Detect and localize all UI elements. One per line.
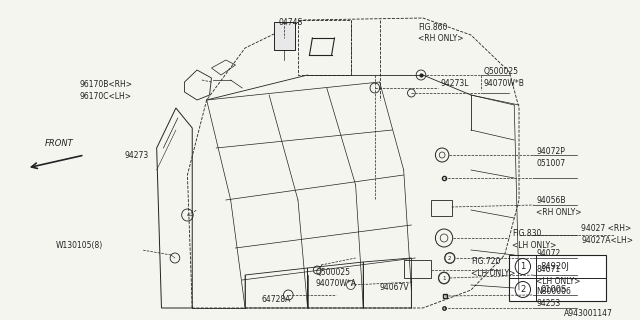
Text: FRONT: FRONT [45, 139, 74, 148]
Text: A943001147: A943001147 [564, 309, 613, 318]
Text: 0100S: 0100S [540, 285, 566, 294]
Text: <LH ONLY>: <LH ONLY> [471, 269, 515, 278]
Text: 94070W*B: 94070W*B [483, 78, 524, 87]
Text: 94056B: 94056B [536, 196, 566, 204]
Text: FIG.720: FIG.720 [471, 258, 500, 267]
Text: FIG.860: FIG.860 [418, 22, 447, 31]
Text: 96170C<LH>: 96170C<LH> [80, 92, 132, 100]
Text: 2: 2 [448, 255, 452, 260]
FancyBboxPatch shape [509, 255, 605, 301]
Text: FIG.830: FIG.830 [512, 228, 541, 237]
Text: 94072P: 94072P [536, 147, 565, 156]
Text: 051007: 051007 [536, 158, 565, 167]
Text: <LH ONLY>: <LH ONLY> [536, 277, 580, 286]
Text: <RH ONLY>: <RH ONLY> [418, 34, 463, 43]
Text: 94253: 94253 [536, 300, 561, 308]
Text: 2: 2 [520, 285, 525, 294]
Text: Q500025: Q500025 [483, 67, 518, 76]
Text: 94070W*A: 94070W*A [316, 278, 356, 287]
Text: 96170B<RH>: 96170B<RH> [80, 79, 132, 89]
Text: 0474S: 0474S [279, 18, 303, 27]
Text: 94027A<LH>: 94027A<LH> [582, 236, 634, 244]
Text: 84671: 84671 [536, 266, 561, 275]
Text: 64728A: 64728A [261, 295, 291, 305]
Text: <LH ONLY>: <LH ONLY> [512, 241, 557, 250]
Text: 1: 1 [442, 276, 446, 281]
Text: 1: 1 [520, 262, 525, 271]
FancyBboxPatch shape [274, 22, 295, 50]
Text: 94072: 94072 [536, 250, 561, 259]
Text: N800006: N800006 [536, 287, 571, 297]
Text: Q500025: Q500025 [316, 268, 350, 276]
Text: 94067V: 94067V [380, 284, 409, 292]
Text: W130105(8): W130105(8) [56, 241, 103, 250]
Text: 94273L: 94273L [440, 78, 468, 87]
Text: 94027 <RH>: 94027 <RH> [582, 223, 632, 233]
Text: <RH ONLY>: <RH ONLY> [536, 207, 582, 217]
Text: 94273: 94273 [125, 150, 149, 159]
Text: 84920J: 84920J [540, 262, 569, 271]
